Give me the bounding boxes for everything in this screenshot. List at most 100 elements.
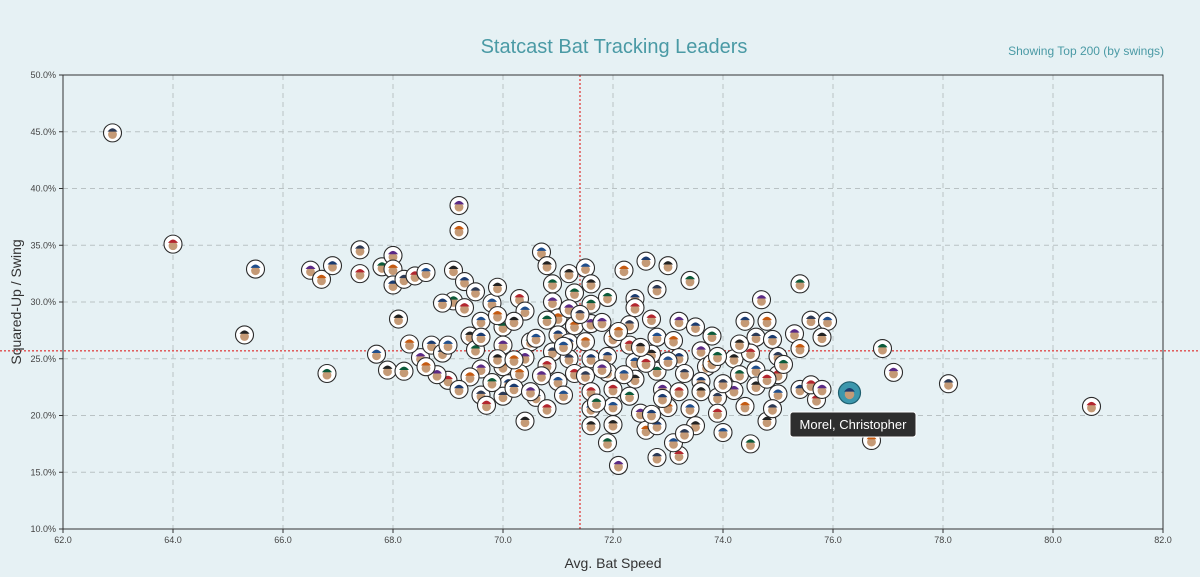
player-point[interactable] (504, 350, 524, 370)
player-point[interactable] (575, 332, 596, 352)
player-point[interactable] (647, 447, 667, 468)
player-point[interactable] (619, 386, 640, 406)
player-point[interactable] (751, 290, 772, 310)
player-point[interactable] (487, 277, 508, 297)
player-point[interactable] (449, 379, 469, 399)
player-point[interactable] (762, 399, 783, 419)
player-point[interactable] (768, 384, 788, 404)
player-point[interactable] (614, 365, 634, 385)
player-point[interactable] (504, 311, 524, 331)
player-point[interactable] (531, 366, 552, 386)
player-point[interactable] (680, 270, 700, 290)
player-point[interactable] (647, 327, 667, 347)
player-point[interactable] (735, 396, 755, 416)
player-point[interactable] (757, 369, 777, 389)
player-point[interactable] (597, 287, 618, 308)
player-point[interactable] (658, 351, 678, 371)
player-point[interactable] (608, 455, 629, 475)
player-point[interactable] (553, 385, 574, 405)
player-point[interactable] (515, 411, 535, 431)
player-point[interactable] (438, 335, 458, 355)
player-point[interactable] (449, 220, 469, 241)
player-point[interactable] (471, 327, 491, 347)
player-point[interactable] (416, 262, 436, 283)
player-point[interactable] (234, 325, 255, 345)
player-point[interactable] (630, 337, 651, 357)
player-point[interactable] (735, 311, 755, 331)
player-point[interactable] (674, 363, 695, 384)
points-layer[interactable] (102, 123, 1102, 475)
player-point[interactable] (938, 374, 959, 394)
player-point[interactable] (625, 298, 645, 318)
player-point[interactable] (102, 123, 123, 143)
player-point[interactable] (487, 306, 508, 326)
player-point[interactable] (399, 334, 420, 354)
player-point[interactable] (691, 382, 711, 402)
player-point[interactable] (597, 433, 618, 453)
player-point[interactable] (482, 373, 502, 393)
player-point[interactable] (603, 415, 623, 435)
player-point[interactable] (537, 256, 557, 276)
player-point[interactable] (812, 379, 832, 399)
highlighted-player-point[interactable] (837, 381, 862, 405)
player-point[interactable] (652, 388, 673, 409)
player-point[interactable] (680, 399, 700, 419)
player-point[interactable] (636, 353, 656, 373)
player-point[interactable] (746, 327, 766, 347)
player-point[interactable] (746, 376, 766, 396)
player-point[interactable] (520, 382, 541, 402)
player-point[interactable] (883, 362, 904, 382)
player-point[interactable] (669, 382, 689, 402)
player-point[interactable] (641, 309, 662, 329)
player-point[interactable] (454, 298, 475, 318)
player-point[interactable] (575, 258, 596, 278)
player-point[interactable] (559, 264, 579, 284)
player-point[interactable] (713, 422, 733, 443)
player-point[interactable] (542, 274, 563, 294)
player-point[interactable] (685, 317, 706, 337)
player-point[interactable] (674, 424, 695, 444)
player-point[interactable] (702, 326, 722, 346)
player-point[interactable] (377, 360, 398, 380)
player-point[interactable] (658, 256, 678, 276)
player-point[interactable] (570, 304, 590, 325)
player-point[interactable] (432, 293, 453, 313)
player-point[interactable] (669, 311, 689, 331)
player-point[interactable] (542, 292, 563, 312)
player-point[interactable] (603, 396, 623, 416)
player-point[interactable] (614, 260, 634, 280)
player-point[interactable] (790, 274, 810, 294)
player-point[interactable] (581, 416, 601, 436)
player-point[interactable] (713, 374, 733, 394)
player-point[interactable] (394, 361, 414, 381)
player-point[interactable] (790, 338, 810, 359)
player-point[interactable] (586, 393, 607, 413)
player-point[interactable] (757, 311, 777, 331)
player-point[interactable] (245, 259, 266, 279)
player-point[interactable] (163, 234, 183, 254)
player-point[interactable] (592, 359, 612, 379)
player-point[interactable] (575, 366, 596, 386)
player-point[interactable] (817, 311, 838, 331)
player-point[interactable] (526, 328, 546, 348)
player-point[interactable] (812, 327, 832, 347)
player-point[interactable] (872, 338, 893, 359)
player-point[interactable] (740, 434, 761, 454)
player-point[interactable] (537, 399, 557, 419)
player-point[interactable] (729, 334, 750, 354)
player-point[interactable] (647, 279, 667, 300)
player-point[interactable] (581, 274, 601, 294)
player-point[interactable] (322, 256, 343, 276)
player-point[interactable] (416, 357, 436, 377)
player-point[interactable] (707, 346, 728, 367)
player-point[interactable] (762, 329, 783, 350)
player-point[interactable] (608, 321, 629, 342)
player-point[interactable] (471, 311, 491, 331)
player-point[interactable] (729, 365, 750, 385)
player-point[interactable] (663, 331, 684, 351)
player-point[interactable] (366, 344, 387, 364)
player-point[interactable] (603, 379, 623, 399)
player-point[interactable] (1081, 396, 1102, 416)
player-point[interactable] (537, 310, 557, 330)
player-point[interactable] (388, 309, 409, 329)
